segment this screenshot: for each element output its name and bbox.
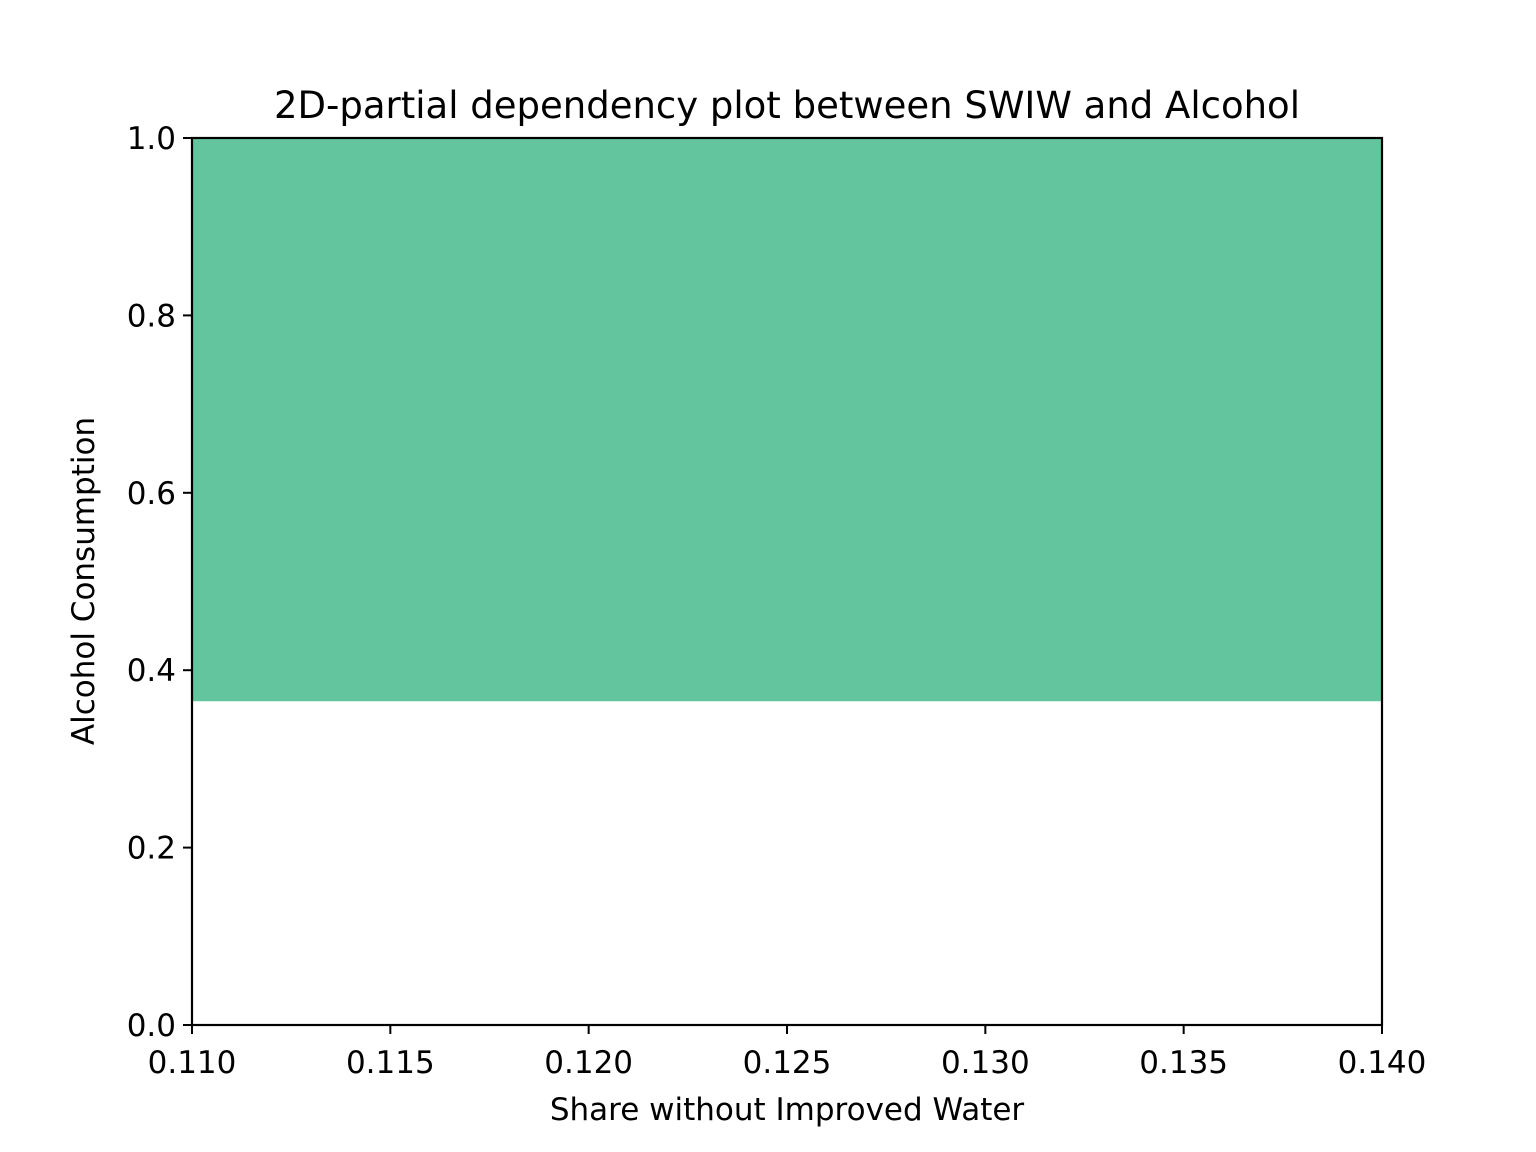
y-tick-label: 0.2 (127, 831, 176, 867)
chart-title: 2D-partial dependency plot between SWIW … (274, 84, 1300, 127)
y-tick-label: 1.0 (127, 121, 176, 157)
x-tick-label: 0.135 (1139, 1045, 1228, 1081)
x-tick-label: 0.125 (743, 1045, 832, 1081)
pdp-region-1 (192, 138, 1382, 702)
y-tick-label: 0.0 (127, 1008, 176, 1044)
x-tick-label: 0.120 (544, 1045, 633, 1081)
x-axis-label: Share without Improved Water (550, 1092, 1025, 1128)
plot-regions (192, 138, 1382, 702)
y-tick-label: 0.8 (127, 298, 176, 334)
y-tick-label: 0.6 (127, 476, 176, 512)
x-tick-label: 0.130 (941, 1045, 1030, 1081)
x-tick-label: 0.115 (346, 1045, 435, 1081)
x-tick-label: 0.110 (148, 1045, 237, 1081)
y-axis-label: Alcohol Consumption (66, 417, 102, 745)
y-axis: 0.0 0.2 0.4 0.6 0.8 1.0 (127, 121, 192, 1044)
x-tick-label: 0.140 (1338, 1045, 1427, 1081)
x-axis: 0.110 0.115 0.120 0.125 0.130 0.135 0.140 (148, 1025, 1427, 1081)
y-tick-label: 0.4 (127, 653, 176, 689)
